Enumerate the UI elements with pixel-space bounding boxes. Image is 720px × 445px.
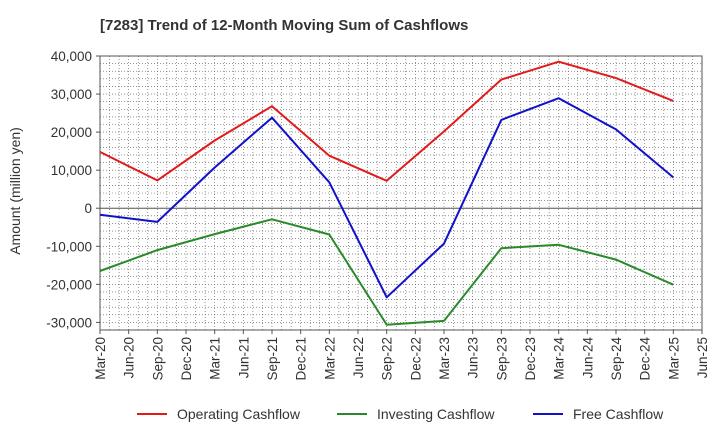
x-tick-label: Jun-22 [351,337,366,378]
x-tick-label: Jun-25 [695,337,710,378]
x-tick-label: Jun-20 [122,337,137,378]
x-tick-label: Mar-22 [322,337,337,380]
y-tick-label: -30,000 [46,315,92,330]
x-tick-label: Jun-24 [580,337,595,379]
y-tick-label: -20,000 [46,277,92,292]
x-tick-label: Sep-24 [609,337,624,381]
x-tick-label: Sep-20 [150,337,165,381]
plot-area: 40,000 30,000 20,000 10,000 0 -10,000 -20,000 -… [46,49,710,381]
y-tick-label: 10,000 [51,163,92,178]
x-tick-label: Dec-21 [294,337,309,381]
y-tick-label: 40,000 [51,49,92,64]
legend: Operating Cashflow Investing Cashflow Free… [137,406,664,422]
x-tick-label: Dec-22 [408,337,423,381]
legend-label-free-cashflow: Free Cashflow [573,406,664,422]
legend-label-investing-cashflow: Investing Cashflow [377,406,495,422]
y-tick-label: 0 [84,201,92,216]
x-tick-label: Mar-25 [666,337,681,380]
x-tick-label: Sep-22 [380,337,395,381]
y-tick-label: 30,000 [51,87,92,102]
x-tick-label: Mar-20 [93,337,108,380]
x-tick-label: Dec-24 [638,337,653,381]
operating-cashflow-line [99,60,674,182]
x-tick-label: Sep-23 [494,337,509,381]
y-tick-label: -10,000 [46,239,92,254]
x-tick-label: Sep-21 [265,337,280,381]
legend-label-operating-cashflow: Operating Cashflow [177,406,301,422]
x-tick-label: Dec-23 [523,337,538,381]
y-tick-label: 20,000 [51,125,92,140]
plot-frame [99,55,703,331]
investing-cashflow-line [99,218,674,326]
x-tick-label: Mar-24 [552,337,567,380]
y-axis-label: Amount (million yen) [7,127,23,255]
x-tick-label: Jun-21 [236,337,251,378]
chart-title: [7283] Trend of 12-Month Moving Sum of C… [100,17,468,34]
x-tick-label: Mar-23 [437,337,452,380]
free-cashflow-line [99,97,674,299]
x-tick-label: Mar-21 [208,337,223,380]
x-tick-label: Dec-20 [179,337,194,381]
x-tick-label: Jun-23 [466,337,481,378]
